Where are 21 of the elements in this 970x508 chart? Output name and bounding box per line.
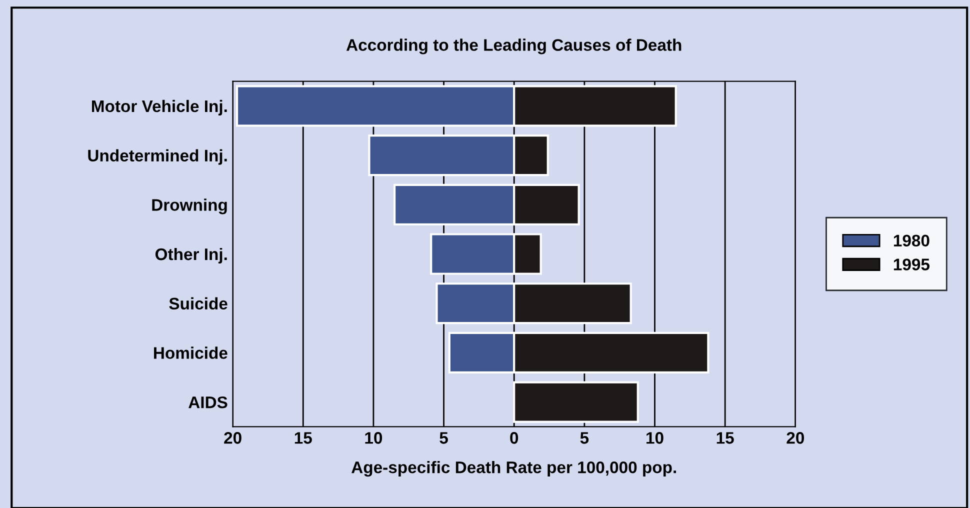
y-tick-label: Suicide [169, 297, 228, 310]
x-tick-label: 15 [294, 432, 312, 444]
x-tick-label: 5 [580, 432, 589, 444]
legend-label: 1995 [894, 258, 930, 270]
y-tick-label: Motor Vehicle Inj. [92, 100, 227, 116]
chart-title: According to the Leading Causes of Death [346, 38, 682, 54]
x-tick-label: 10 [365, 432, 382, 444]
x-tick-label: 10 [646, 432, 664, 444]
x-tick-label: 15 [716, 432, 734, 444]
legend-label: 1980 [894, 234, 930, 247]
y-tick-label: Undetermined Inj. [88, 149, 227, 165]
x-tick-label: 20 [786, 432, 804, 444]
x-tick-label: 0 [510, 432, 518, 444]
y-tick-label: Other Inj. [155, 248, 227, 264]
x-tick-label: 20 [224, 432, 242, 444]
y-tick-label: Drowning [152, 198, 227, 214]
bar [513, 381, 639, 423]
x-tick-label: 5 [440, 432, 448, 444]
y-tick-label: AIDS [188, 396, 228, 408]
y-tick-label: Homicide [154, 346, 228, 359]
x-axis-title: Age-specific Death Rate per 100,000 pop. [352, 461, 676, 477]
